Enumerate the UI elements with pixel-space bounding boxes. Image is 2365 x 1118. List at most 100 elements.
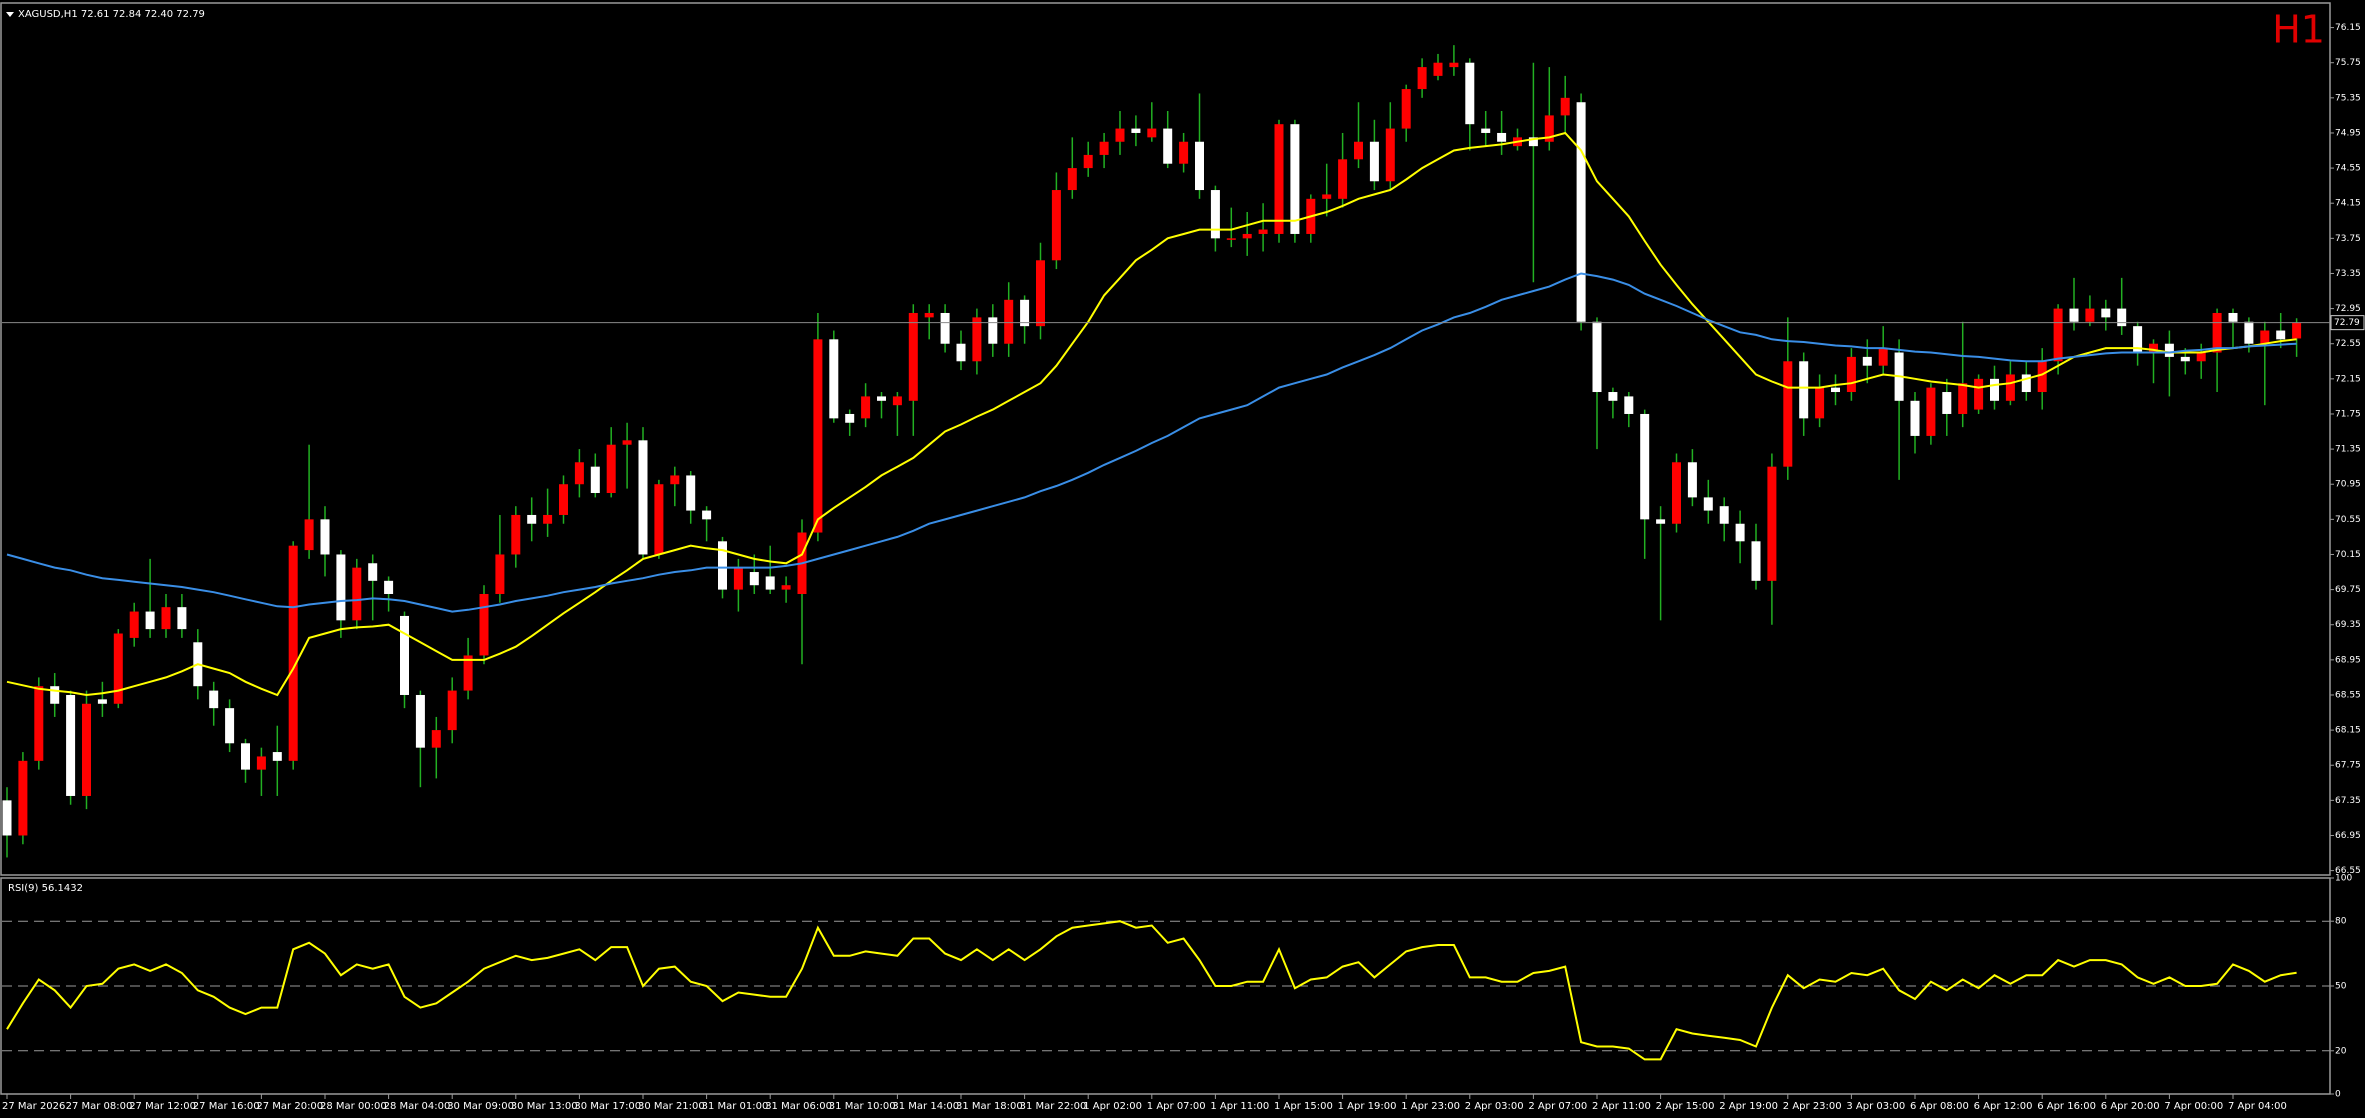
candle-body bbox=[177, 607, 187, 630]
candle-body bbox=[1640, 413, 1650, 520]
candle-body bbox=[1687, 462, 1697, 498]
candle-body bbox=[1290, 124, 1300, 234]
x-tick-label: 1 Apr 07:00 bbox=[1147, 1101, 1206, 1112]
x-tick-label: 28 Mar 00:00 bbox=[320, 1101, 387, 1112]
x-tick-label: 7 Apr 00:00 bbox=[2164, 1101, 2223, 1112]
candle-body bbox=[749, 572, 759, 586]
candle-body bbox=[1369, 141, 1379, 182]
candle-body bbox=[527, 514, 537, 524]
candle-body bbox=[1608, 392, 1618, 401]
candle-body bbox=[1322, 194, 1332, 199]
y-tick-label: 80 bbox=[2335, 917, 2347, 927]
candle-body bbox=[511, 514, 521, 555]
x-tick-label: 27 Mar 2026 bbox=[2, 1101, 65, 1112]
y-tick-label: 50 bbox=[2335, 982, 2347, 992]
candle-body bbox=[654, 484, 664, 555]
candle-body bbox=[1815, 387, 1825, 419]
candle-body bbox=[1528, 137, 1538, 147]
y-tick-label: 0 bbox=[2335, 1090, 2341, 1100]
candle-body bbox=[352, 567, 362, 621]
candle-body bbox=[924, 312, 934, 318]
candle-body bbox=[66, 694, 76, 796]
candle-body bbox=[97, 699, 107, 704]
x-tick-label: 2 Apr 19:00 bbox=[1719, 1101, 1778, 1112]
candle-body bbox=[479, 593, 489, 656]
candle-body bbox=[1910, 400, 1920, 436]
y-tick-label: 75.35 bbox=[2335, 93, 2361, 103]
candle-body bbox=[829, 339, 839, 419]
y-tick-label: 68.95 bbox=[2335, 655, 2361, 665]
candle-body bbox=[82, 703, 91, 796]
x-tick-label: 31 Mar 01:00 bbox=[702, 1101, 769, 1112]
candle-body bbox=[113, 633, 123, 704]
candle-body bbox=[368, 563, 378, 581]
menu-arrow[interactable] bbox=[6, 12, 14, 17]
candle-body bbox=[272, 752, 282, 761]
candle-body bbox=[2, 800, 12, 836]
y-tick-label: 66.55 bbox=[2335, 866, 2361, 876]
y-tick-label: 76.15 bbox=[2335, 23, 2361, 33]
candle-body bbox=[34, 686, 44, 761]
candle-body bbox=[2164, 343, 2174, 357]
x-tick-label: 2 Apr 15:00 bbox=[1656, 1101, 1715, 1112]
x-tick-label: 2 Apr 23:00 bbox=[1783, 1101, 1842, 1112]
candle-body bbox=[256, 756, 266, 770]
x-tick-label: 31 Mar 14:00 bbox=[892, 1101, 959, 1112]
y-tick-label: 72.55 bbox=[2335, 339, 2361, 349]
candle-body bbox=[559, 484, 568, 515]
y-tick-label: 73.35 bbox=[2335, 269, 2361, 279]
candle-body bbox=[1974, 378, 1984, 410]
candle-body bbox=[400, 615, 409, 695]
x-tick-label: 31 Mar 10:00 bbox=[829, 1101, 896, 1112]
candle-body bbox=[1592, 321, 1602, 393]
candle-body bbox=[2292, 322, 2302, 339]
rsi-header: RSI(9) 56.1432 bbox=[8, 883, 83, 894]
candle-body bbox=[495, 554, 505, 594]
candle-body bbox=[50, 686, 60, 704]
x-tick-label: 31 Mar 06:00 bbox=[765, 1101, 832, 1112]
candle-body bbox=[702, 510, 712, 520]
main-pane-frame bbox=[0, 2, 2331, 876]
x-tick-label: 28 Mar 04:00 bbox=[384, 1101, 451, 1112]
x-tick-label: 1 Apr 23:00 bbox=[1401, 1101, 1460, 1112]
x-tick-label: 30 Mar 17:00 bbox=[574, 1101, 641, 1112]
x-tick-label: 1 Apr 19:00 bbox=[1338, 1101, 1397, 1112]
y-tick-label: 70.55 bbox=[2335, 515, 2361, 525]
moving-average-line bbox=[6, 131, 2297, 697]
candle-body bbox=[447, 690, 457, 731]
candle-body bbox=[765, 576, 775, 590]
candle-body bbox=[1767, 466, 1777, 581]
candle-body bbox=[2244, 321, 2254, 344]
candle-body bbox=[718, 541, 727, 590]
candle-body bbox=[1226, 238, 1236, 240]
candle-body bbox=[225, 708, 235, 744]
candle-body bbox=[2149, 343, 2158, 353]
x-tick-label: 6 Apr 16:00 bbox=[2037, 1101, 2096, 1112]
candle-body bbox=[1465, 62, 1475, 125]
candle-body bbox=[1672, 462, 1681, 524]
y-tick-label: 72.15 bbox=[2335, 374, 2361, 384]
candle-body bbox=[1719, 506, 1729, 524]
x-tick-label: 27 Mar 12:00 bbox=[129, 1101, 196, 1112]
candle-body bbox=[1131, 128, 1141, 133]
y-tick-label: 74.15 bbox=[2335, 199, 2361, 209]
y-tick-label: 67.35 bbox=[2335, 796, 2361, 806]
x-tick-label: 6 Apr 12:00 bbox=[1974, 1101, 2033, 1112]
candle-body bbox=[892, 396, 902, 406]
rsi-line bbox=[6, 920, 2297, 1061]
timeframe-label: H1 bbox=[2272, 8, 2325, 52]
candle-body bbox=[1147, 128, 1157, 138]
y-tick-label: 74.55 bbox=[2335, 164, 2361, 174]
candle-body bbox=[1242, 233, 1252, 239]
candle-body bbox=[1576, 102, 1586, 322]
candle-body bbox=[1385, 128, 1395, 182]
candle-body bbox=[2180, 356, 2190, 362]
candle-body bbox=[384, 580, 394, 594]
y-tick-label: 67.75 bbox=[2335, 761, 2361, 771]
candle-body bbox=[1163, 128, 1173, 164]
candle-body bbox=[877, 396, 886, 401]
candle-body bbox=[2021, 374, 2031, 393]
candle-body bbox=[1051, 190, 1061, 261]
candle-body bbox=[1990, 378, 1999, 401]
